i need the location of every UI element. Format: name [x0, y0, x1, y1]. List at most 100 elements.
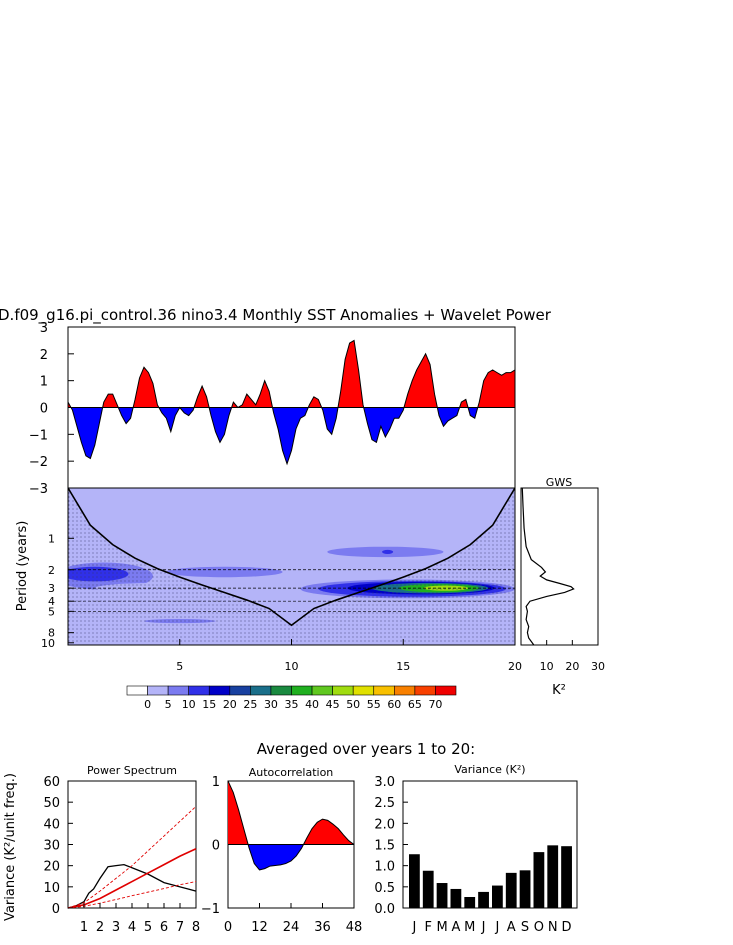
variance-y-tick-label: 2.5 [374, 796, 395, 811]
colorbar-box [126, 685, 148, 696]
colorbar-box [188, 685, 210, 696]
wavelet-y-tick-label: 4 [48, 595, 55, 608]
variance-bars: J F M A M J J A S O N D0.00.51.01.52.02.53.0 [374, 775, 572, 935]
variance-panel: Variance (K²) J F M A M J J A S O N D0.00.51.01.52.… [374, 763, 578, 935]
averaged-title: Averaged over years 1 to 20: [257, 740, 475, 758]
variance-y-tick-label: 1.0 [374, 860, 395, 875]
timeseries-y-tick-label: −2 [29, 455, 48, 470]
autocorrelation-x-tick-label: 48 [346, 920, 363, 935]
autocorrelation-positive-area [228, 781, 354, 845]
variance-y-tick-label: 0.5 [374, 881, 395, 896]
power-spectrum-x-tick-label: 8 [192, 920, 200, 935]
timeseries-y-axis: −3 −2 −1 0 1 2 3 [29, 321, 74, 497]
timeseries-y-tick-label: 0 [40, 402, 48, 417]
variance-bar [533, 852, 545, 908]
variance-x-tick-label: J [494, 920, 499, 935]
autocorrelation-x-tick-label: 0 [224, 920, 232, 935]
variance-x-tick-label: M [464, 920, 475, 935]
colorbar-box [208, 685, 231, 696]
colorbar-label: 50 [346, 698, 360, 711]
variance-bar [464, 896, 476, 908]
wavelet-x-tick-label: 15 [396, 660, 410, 673]
colorbar-label: 20 [223, 698, 237, 711]
gws-frame [520, 487, 599, 646]
colorbar-label: 10 [182, 698, 196, 711]
variance-x-tick-label: J [481, 920, 486, 935]
variance-y-tick-label: 3.0 [374, 775, 395, 790]
gws-curve: 10 20 30 [521, 487, 605, 673]
autocorrelation-line [227, 780, 355, 871]
variance-x-tick-label: D [562, 920, 572, 935]
gws-line [521, 487, 575, 646]
autocorrelation-x-tick-label: 36 [314, 920, 331, 935]
colorbar-label: 15 [202, 698, 216, 711]
power-spectrum-lines: 0 10 20 30 40 50 60 1 2 3 4 5 6 7 8 [43, 775, 200, 935]
power-spectrum-title: Power Spectrum [87, 764, 177, 777]
autocorrelation-negative-area [228, 844, 354, 870]
colorbar-box [414, 685, 436, 696]
variance-bar [436, 883, 448, 908]
colorbar-box [229, 685, 251, 696]
colorbar-box [394, 685, 416, 696]
variance-bar [422, 870, 434, 908]
wavelet-y-tick-label: 1 [48, 532, 55, 545]
power-spectrum-y-tick-label: 40 [43, 817, 60, 832]
variance-bar [505, 872, 517, 908]
power-spectrum-x-tick-label: 1 [80, 920, 88, 935]
power-spectrum-y-tick-label: 60 [43, 775, 60, 790]
autocorrelation-x-tick-label: 12 [251, 920, 268, 935]
autocorrelation-area: −1 0 1 0 12 24 36 48 [201, 775, 362, 935]
colorbar-box [311, 685, 333, 696]
colorbar-label: 55 [367, 698, 381, 711]
colorbar-box [167, 685, 189, 696]
variance-bar [478, 891, 489, 908]
variance-title: Variance (K²) [454, 763, 525, 776]
wavelet-y-tick-label: 10 [41, 637, 55, 650]
variance-bar [561, 846, 572, 908]
colorbar-label: 0 [144, 698, 151, 711]
gws-x-tick-label: 10 [540, 660, 554, 673]
wavelet-contour [382, 549, 394, 555]
wavelet-y-label: Period (years) [15, 521, 30, 612]
colorbar-label: 30 [264, 698, 278, 711]
variance-bar [547, 845, 559, 908]
variance-x-tick-label: A [507, 920, 516, 935]
colorbar-box [291, 685, 313, 696]
power-spectrum-frame [67, 780, 197, 909]
power-spectrum-y-tick-label: 20 [43, 860, 60, 875]
colorbar-box [250, 685, 272, 696]
variance-x-tick-label: F [424, 920, 431, 935]
variance-bar [492, 885, 503, 908]
colorbar-box [435, 685, 457, 696]
colorbar-label: 25 [243, 698, 257, 711]
timeseries-y-tick-label: 1 [40, 375, 48, 390]
gws-title: GWS [546, 476, 572, 489]
variance-x-tick-label: J [411, 920, 416, 935]
power-spectrum-x-tick-label: 5 [144, 920, 152, 935]
colorbar-label: 35 [285, 698, 299, 711]
colorbar-box [147, 685, 169, 696]
power-spectrum-x-tick-label: 4 [128, 920, 136, 935]
autocorrelation-y-tick-label: −1 [201, 902, 220, 917]
power-spectrum-y-tick-label: 0 [52, 902, 60, 917]
colorbar-box [373, 685, 395, 696]
autocorrelation-panel: Autocorrelation −1 0 1 0 12 24 36 48 [201, 766, 362, 935]
colorbar-label: 45 [326, 698, 340, 711]
autocorrelation-title: Autocorrelation [249, 766, 334, 779]
cone-of-influence-line [68, 488, 515, 627]
timeseries-y-tick-label: 3 [40, 321, 48, 336]
wavelet-contours [68, 488, 515, 645]
power-spectrum-y-tick-label: 30 [43, 839, 60, 854]
variance-y-tick-label: 1.5 [374, 839, 395, 854]
power-spectrum-panel: Power Spectrum 0 10 20 30 40 50 60 1 2 3 4 5 6 7 8 Var… [3, 764, 200, 935]
timeseries-positive-area [68, 340, 515, 408]
power-spectrum-x-tick-label: 7 [176, 920, 184, 935]
gws-x-label: K² [552, 683, 566, 698]
colorbar-box [332, 685, 354, 696]
cone-of-influence-hatch [68, 488, 515, 645]
power-spectrum-y-tick-label: 10 [43, 881, 60, 896]
colorbar-label: 70 [428, 698, 442, 711]
power-spectrum-series [67, 881, 197, 909]
